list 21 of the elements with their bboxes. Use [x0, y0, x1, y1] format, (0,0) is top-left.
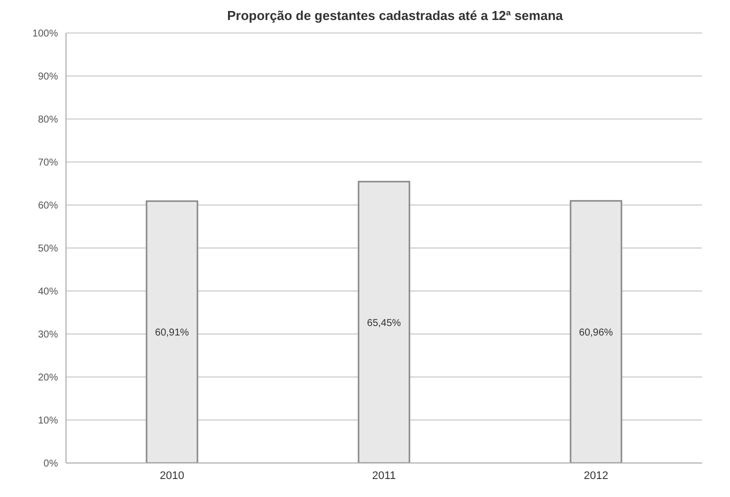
y-tick-label: 70%: [38, 158, 58, 169]
y-tick-label: 50%: [38, 244, 58, 255]
y-tick-label: 20%: [38, 372, 58, 384]
y-tick-label: 100%: [32, 28, 58, 40]
x-tick-label: 2012: [584, 470, 608, 482]
chart-title: Proporção de gestantes cadastradas até a 12ª semana: [226, 8, 564, 23]
y-tick-label: 0%: [44, 458, 58, 470]
y-tick-label: 60%: [38, 200, 58, 212]
bar: [358, 180, 410, 463]
x-tick-label: 2011: [372, 470, 396, 482]
data-label: 60,96%: [579, 327, 614, 338]
y-tick-label: 80%: [38, 114, 58, 126]
data-label: 60,91%: [155, 328, 190, 339]
y-tick-label: 90%: [38, 72, 58, 83]
y-tick-label: 40%: [38, 286, 58, 298]
bar: [146, 200, 198, 463]
y-tick-label: 10%: [38, 416, 58, 427]
y-tick-label: 30%: [38, 330, 58, 341]
bar: [570, 200, 622, 463]
x-tick-label: 2010: [160, 470, 184, 482]
data-label: 65,45%: [367, 318, 402, 329]
